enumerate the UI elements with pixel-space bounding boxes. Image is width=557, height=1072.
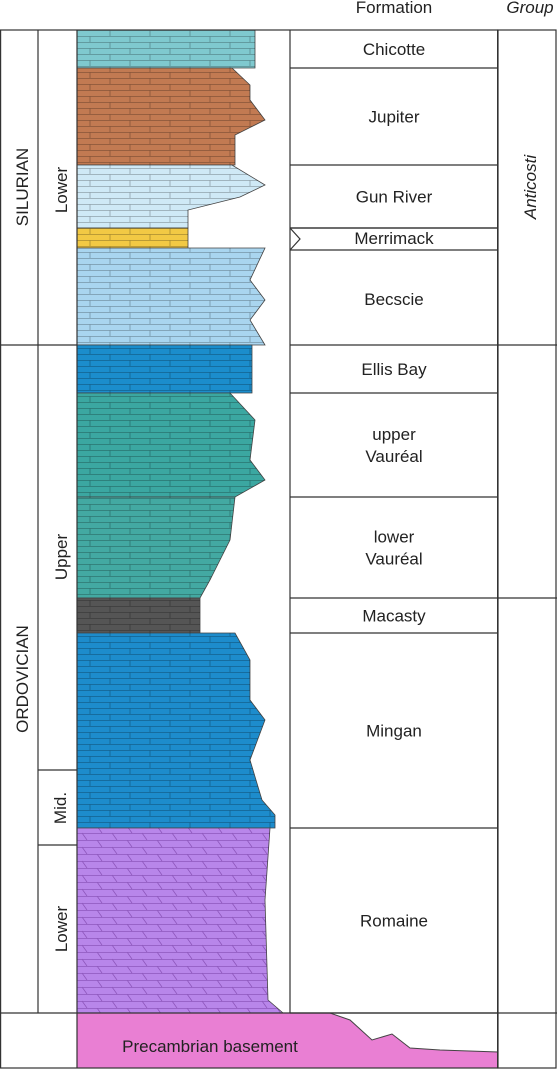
lithology-pattern bbox=[77, 248, 265, 345]
lithology-pattern bbox=[77, 393, 265, 497]
series-label: Upper bbox=[52, 534, 71, 581]
header-formation: Formation bbox=[356, 0, 433, 17]
lithology-pattern bbox=[77, 633, 275, 828]
formation-label: Vauréal bbox=[365, 447, 422, 466]
series-label: Mid. bbox=[51, 792, 70, 824]
lithology-pattern bbox=[77, 497, 235, 598]
formation-label: Jupiter bbox=[368, 108, 419, 127]
lithology-pattern bbox=[77, 165, 265, 228]
lithology-pattern bbox=[77, 345, 252, 393]
lithology-pattern bbox=[77, 30, 255, 68]
formation-label: Romaine bbox=[360, 912, 428, 931]
formation-label: Mingan bbox=[366, 722, 422, 741]
formation-label: Merrimack bbox=[354, 229, 434, 248]
formation-label: upper bbox=[372, 425, 416, 444]
formation-label: Macasty bbox=[362, 607, 426, 626]
formation-label: Becscie bbox=[364, 290, 424, 309]
callout-box bbox=[289, 227, 498, 251]
formation-label: Gun River bbox=[356, 188, 433, 207]
lithology-pattern bbox=[77, 828, 283, 1013]
group-label: Anticosti bbox=[521, 154, 540, 220]
formation-label: Ellis Bay bbox=[361, 360, 427, 379]
system-label: SILURIAN bbox=[13, 148, 32, 226]
lithology-pattern bbox=[77, 228, 188, 248]
series-label: Lower bbox=[52, 906, 71, 953]
lithology-pattern bbox=[77, 598, 200, 633]
basement-label: Precambrian basement bbox=[122, 1037, 298, 1056]
formation-label: Chicotte bbox=[363, 40, 425, 59]
system-label: ORDOVICIAN bbox=[13, 625, 32, 733]
series-label: Lower bbox=[52, 167, 71, 214]
lithology-pattern bbox=[77, 68, 265, 165]
formation-label: lower bbox=[374, 528, 415, 547]
formation-label: Vauréal bbox=[365, 550, 422, 569]
header-group: Group bbox=[506, 0, 553, 17]
